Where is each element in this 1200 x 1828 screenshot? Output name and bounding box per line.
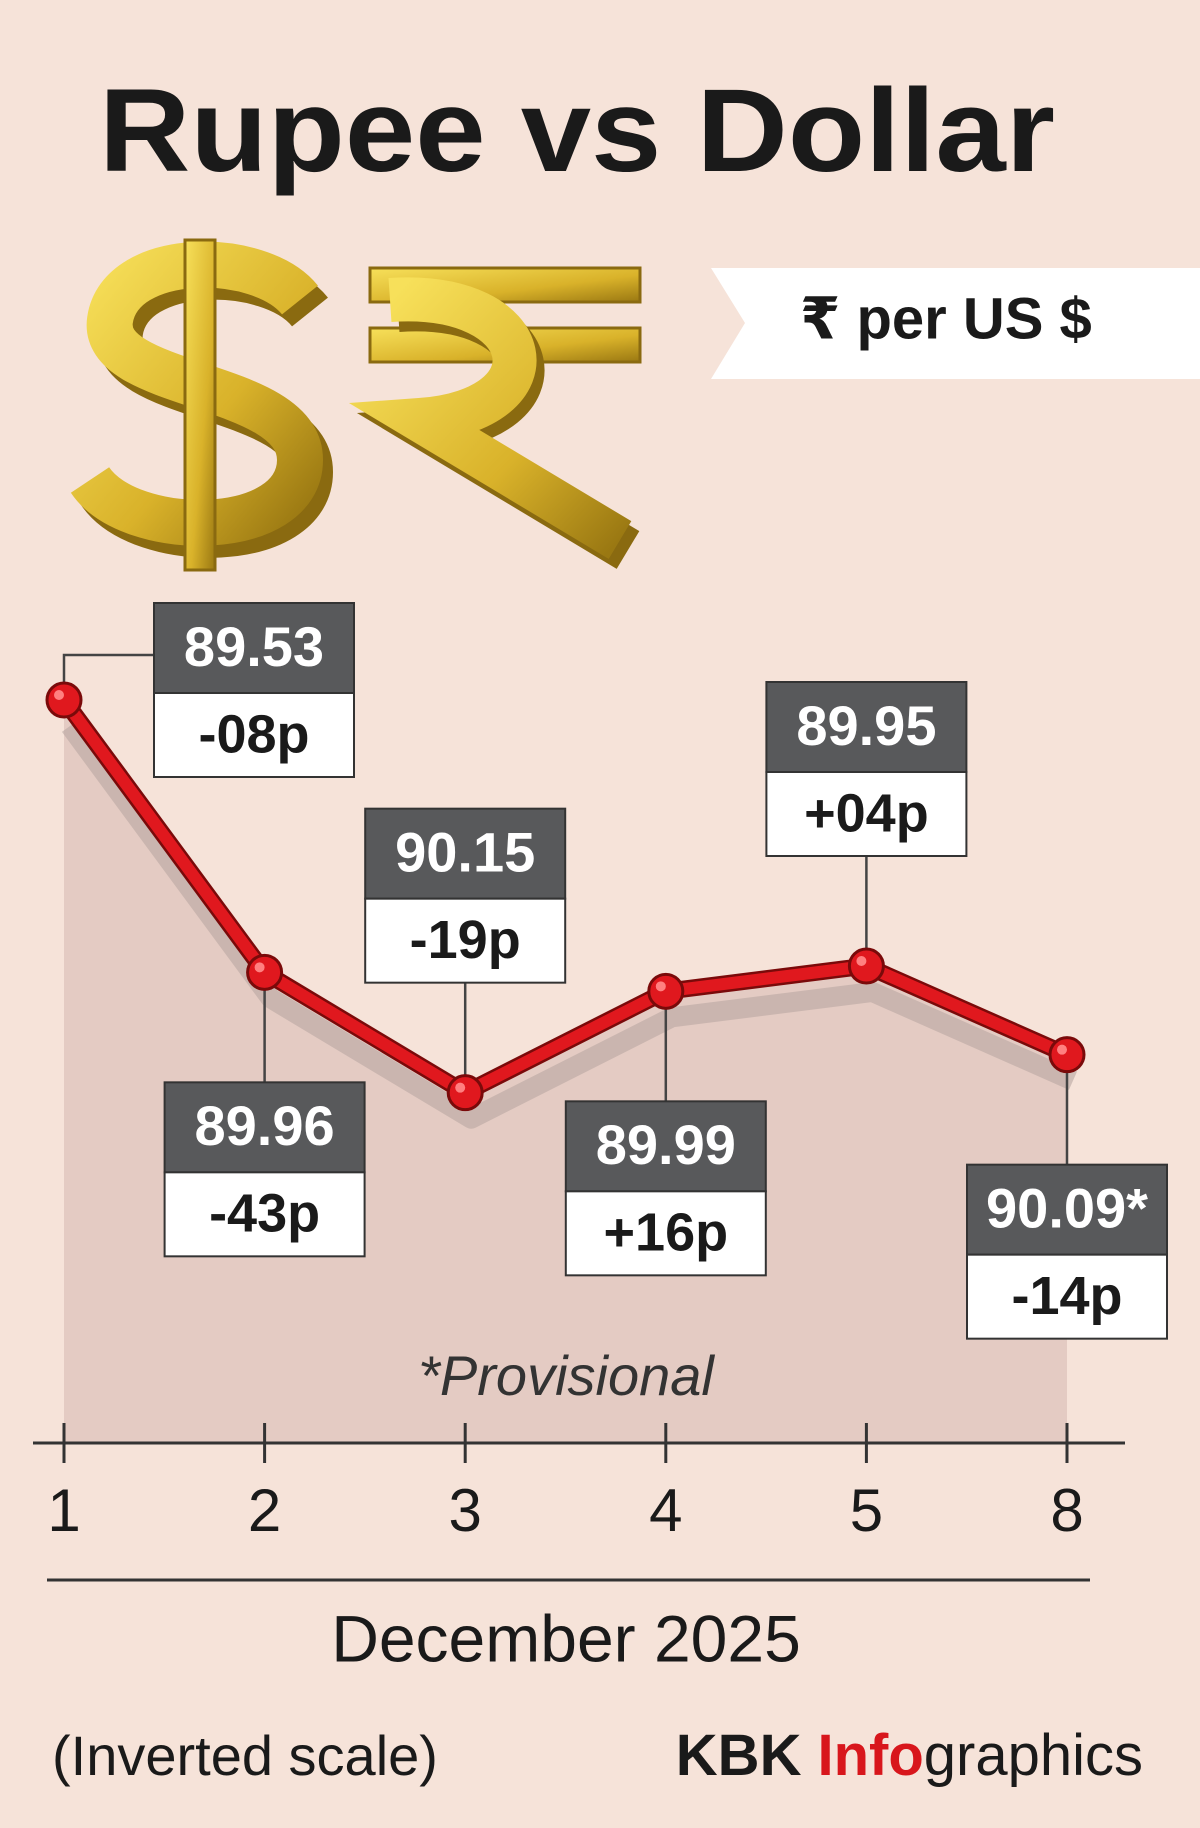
note: *Provisional: [418, 1344, 715, 1407]
unit-banner: [711, 268, 1200, 379]
change-label: -19p: [410, 910, 521, 970]
chart-title: Rupee vs Dollar: [99, 65, 1055, 197]
value-label: 89.96: [195, 1094, 335, 1157]
x-tick-label: 1: [47, 1477, 80, 1544]
label-box-bottom: [163, 1171, 366, 1258]
value-label: 90.09*: [986, 1176, 1148, 1239]
point-highlight: [856, 956, 867, 966]
label-box-bottom: [765, 771, 968, 857]
label-box-top: [364, 807, 567, 900]
source-part: KBK: [676, 1723, 802, 1788]
change-label: +04p: [804, 783, 929, 843]
point: [246, 953, 284, 991]
point-highlight: [455, 1082, 466, 1093]
point-highlight: [655, 981, 666, 992]
unit-label: ₹ per US $: [800, 286, 1092, 351]
x-axis-label: December 2025: [331, 1601, 801, 1675]
label-box-bottom: [966, 1253, 1168, 1340]
source: KBK Infographics: [676, 1723, 1143, 1788]
source-part: Info: [817, 1723, 923, 1788]
change-label: -14p: [1011, 1266, 1122, 1326]
value-label: 89.95: [796, 694, 936, 757]
label-box-top: [765, 681, 968, 773]
footnote: (Inverted scale): [52, 1724, 438, 1787]
point: [45, 681, 83, 719]
change-label: -08p: [198, 704, 309, 764]
line: [59, 696, 1070, 1099]
line-shadow: [61, 720, 1078, 1129]
label-box-bottom: [364, 897, 567, 984]
point: [847, 947, 885, 985]
label-box-bottom: [153, 692, 355, 778]
point: [1048, 1036, 1086, 1074]
change-label: -43p: [209, 1184, 320, 1244]
point-highlight: [1057, 1044, 1067, 1055]
x-tick-label: 4: [649, 1477, 682, 1544]
point-highlight: [54, 690, 64, 700]
label-box-top: [564, 1100, 767, 1193]
label-box-top: [153, 602, 355, 694]
source-part: graphics: [924, 1723, 1143, 1788]
label-box-top: [966, 1163, 1168, 1256]
point: [446, 1074, 484, 1112]
currency-icons: [70, 238, 642, 572]
x-tick-label: 8: [1050, 1477, 1083, 1544]
point: [647, 972, 685, 1010]
value-label: 89.53: [184, 615, 324, 678]
label-box-top: [163, 1081, 366, 1174]
plot-area: 89.53 -08p 89.96 -43p 90.15 -19p 89.99 +16p 89.9…: [45, 602, 1168, 1544]
change-label: +16p: [604, 1203, 729, 1263]
x-tick-label: 5: [850, 1477, 883, 1544]
value-label: 89.99: [596, 1113, 736, 1176]
point-highlight: [254, 962, 265, 973]
label-box-bottom: [564, 1190, 767, 1277]
value-label: 90.15: [395, 820, 535, 883]
x-tick-label: 2: [248, 1477, 281, 1544]
x-tick-label: 3: [449, 1477, 482, 1544]
